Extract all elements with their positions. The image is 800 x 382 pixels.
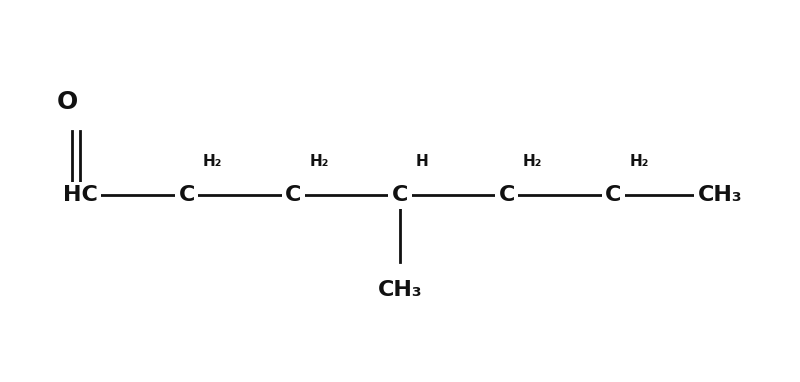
Text: C: C	[498, 185, 515, 206]
Text: H₂: H₂	[310, 154, 329, 169]
Text: O: O	[57, 90, 78, 114]
Text: H₂: H₂	[202, 154, 222, 169]
Text: H₂: H₂	[630, 154, 649, 169]
Text: H: H	[416, 154, 429, 169]
Text: C: C	[178, 185, 195, 206]
Text: C: C	[605, 185, 622, 206]
Text: CH₃: CH₃	[378, 280, 422, 300]
Text: CH₃: CH₃	[698, 185, 742, 206]
Text: H₂: H₂	[522, 154, 542, 169]
Text: C: C	[285, 185, 302, 206]
Text: C: C	[392, 185, 408, 206]
Text: HC: HC	[62, 185, 98, 206]
